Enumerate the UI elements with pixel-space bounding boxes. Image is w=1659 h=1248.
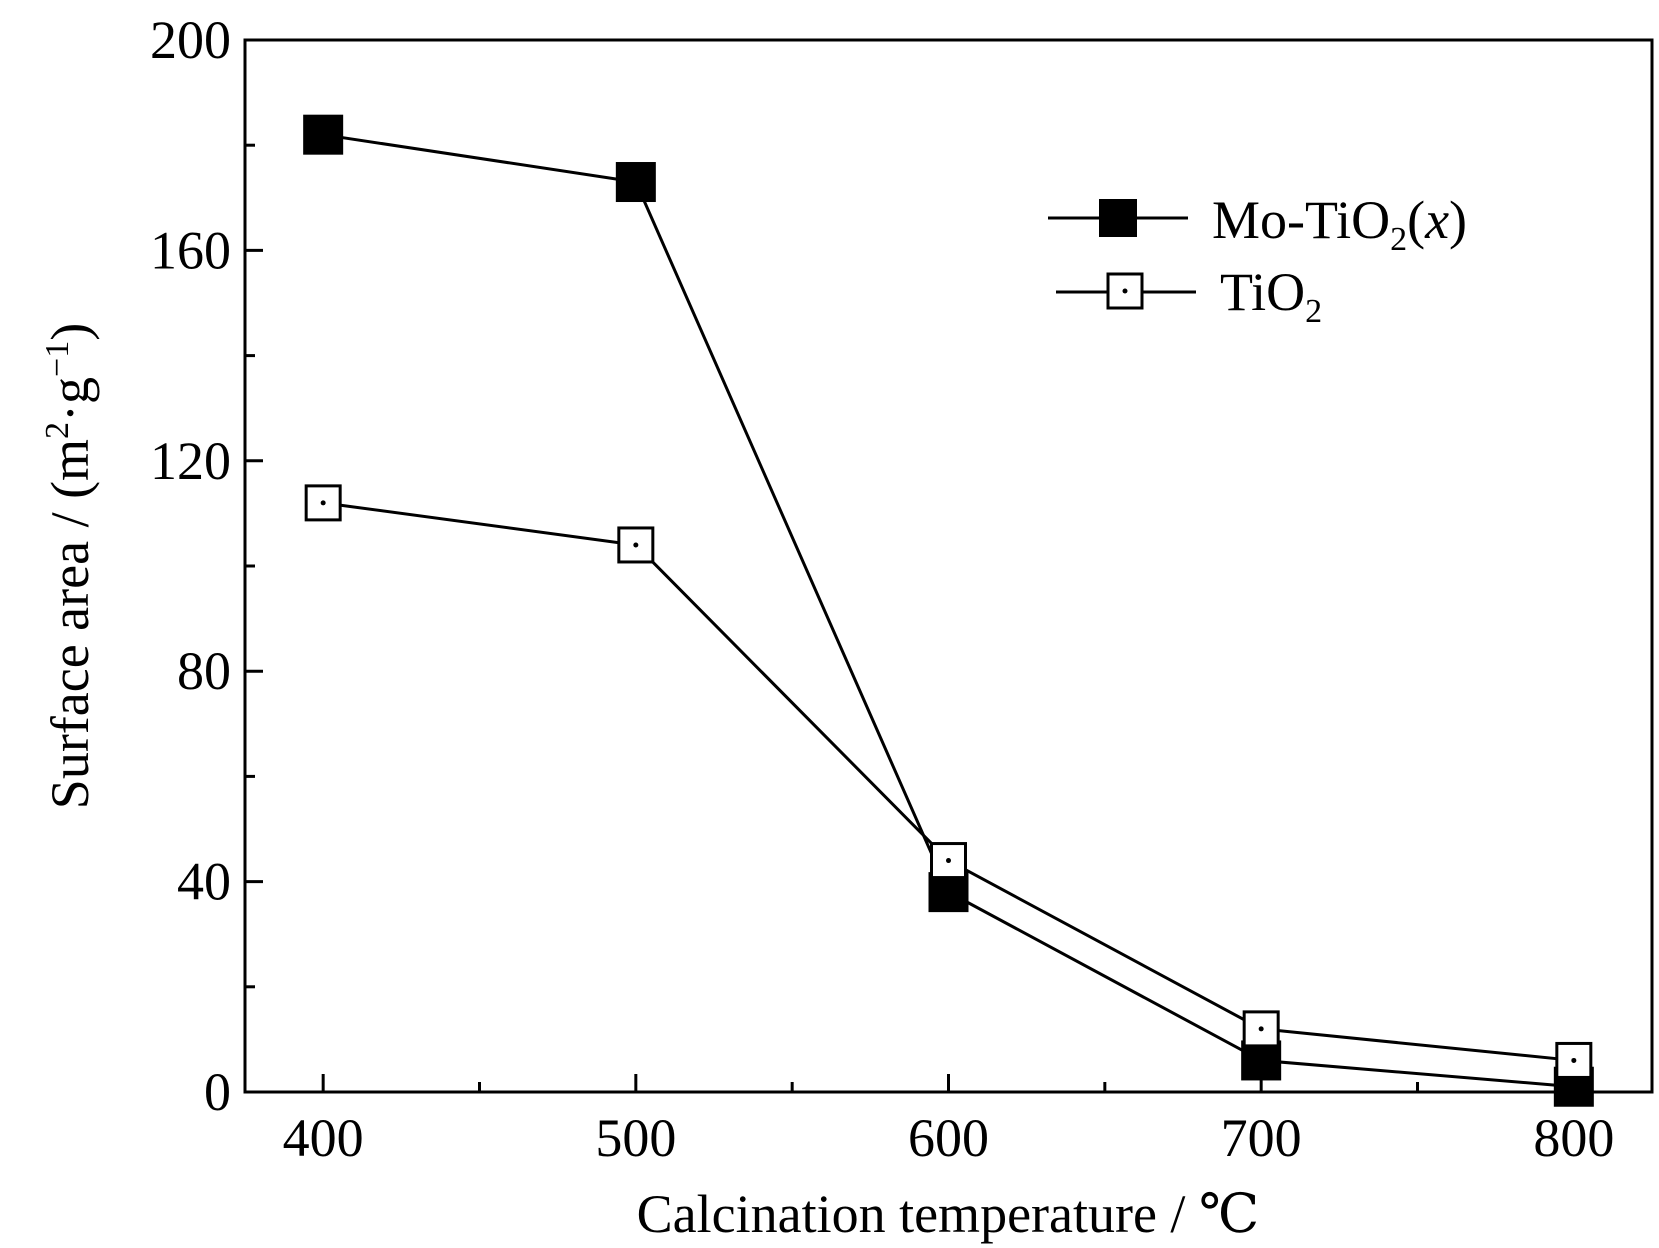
legend-label-tio2: TiO2	[1220, 262, 1322, 330]
x-tick-label: 500	[595, 1108, 676, 1168]
data-point-tio2-dot	[1571, 1057, 1577, 1063]
x-tick-label: 700	[1221, 1108, 1302, 1168]
data-point-tio2-dot	[946, 858, 951, 864]
legend-ti-sub: 2	[1305, 293, 1322, 330]
y-tick-label: 160	[150, 220, 231, 280]
legend-marker-filled-square	[1099, 199, 1137, 237]
legend-item-tio2: TiO2	[1056, 262, 1322, 330]
data-point-tio2-dot	[320, 500, 326, 506]
legend-ti-main: TiO	[1220, 262, 1305, 322]
legend-mo-close: )	[1449, 190, 1467, 250]
data-series	[303, 114, 1594, 1107]
data-point-mo-tio2	[615, 162, 656, 203]
y-axis-label-suffix: )	[40, 323, 100, 341]
y-tick-label: 80	[177, 641, 231, 701]
legend-mo-main: Mo-TiO	[1212, 190, 1390, 250]
y-tick-label: 40	[177, 852, 231, 912]
y-tick-label: 200	[150, 10, 231, 70]
y-axis-label: Surface area / (m2·g−1)	[39, 323, 100, 809]
y-axis-label-sup2: −1	[39, 341, 76, 377]
x-tick-label: 400	[283, 1108, 364, 1168]
x-tick-label: 600	[908, 1108, 989, 1168]
data-point-mo-tio2	[928, 872, 969, 913]
legend-mo-var: x	[1424, 190, 1449, 250]
y-axis-label-prefix: Surface area / (m	[40, 439, 100, 809]
legend-marker-dot	[1122, 288, 1128, 294]
y-tick-label: 0	[204, 1062, 231, 1122]
series-line-tio2	[322, 501, 1574, 1062]
data-point-tio2-dot	[633, 542, 639, 548]
x-axis-label: Calcination temperature / ℃	[637, 1184, 1260, 1244]
x-tick-label: 800	[1533, 1108, 1614, 1168]
data-point-mo-tio2	[303, 114, 344, 155]
y-tick-label: 120	[150, 431, 231, 491]
legend-mo-sub: 2	[1390, 221, 1407, 258]
series-line-mo-tio2	[322, 133, 1574, 1089]
legend-mo-open: (	[1407, 190, 1425, 250]
y-axis-label-sup1: 2	[39, 422, 76, 439]
y-axis-label-mid: ·g	[40, 377, 100, 422]
legend-item-mo-tio2: Mo-TiO2(x)	[1048, 190, 1467, 258]
legend: Mo-TiO2(x) TiO2	[1048, 190, 1467, 330]
legend-label-mo-tio2: Mo-TiO2(x)	[1212, 190, 1467, 258]
data-point-tio2	[1555, 1041, 1593, 1079]
data-point-tio2-dot	[1258, 1026, 1264, 1032]
axis-tick-labels: 400 500 600 700 800 0 40 80 120 160 200	[150, 10, 1614, 1168]
data-point-tio2	[304, 484, 342, 522]
data-point-tio2	[1242, 1010, 1280, 1048]
